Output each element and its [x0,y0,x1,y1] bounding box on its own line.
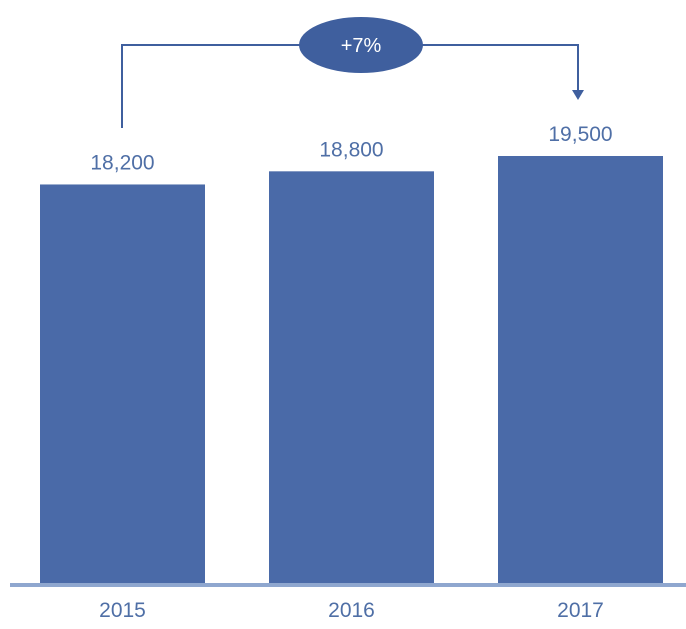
value-label-2015: 18,200 [90,151,154,174]
category-label-2015: 2015 [99,599,146,622]
annotation-label: +7% [341,35,382,57]
category-label-2017: 2017 [557,599,604,622]
bar-2016 [269,171,434,584]
bar-2015 [40,184,205,583]
bar-2017 [498,156,663,583]
category-label-2016: 2016 [328,599,375,622]
value-label-2017: 19,500 [548,123,612,146]
annotation-bubble [299,17,423,73]
growth-annotation: +7% [121,17,584,128]
value-label-2016: 18,800 [319,138,383,161]
annotation-arrowhead [572,90,584,100]
labels-layer: 18,200 2015 18,800 2016 19,500 2017 [90,123,612,622]
bars-layer [40,156,663,584]
